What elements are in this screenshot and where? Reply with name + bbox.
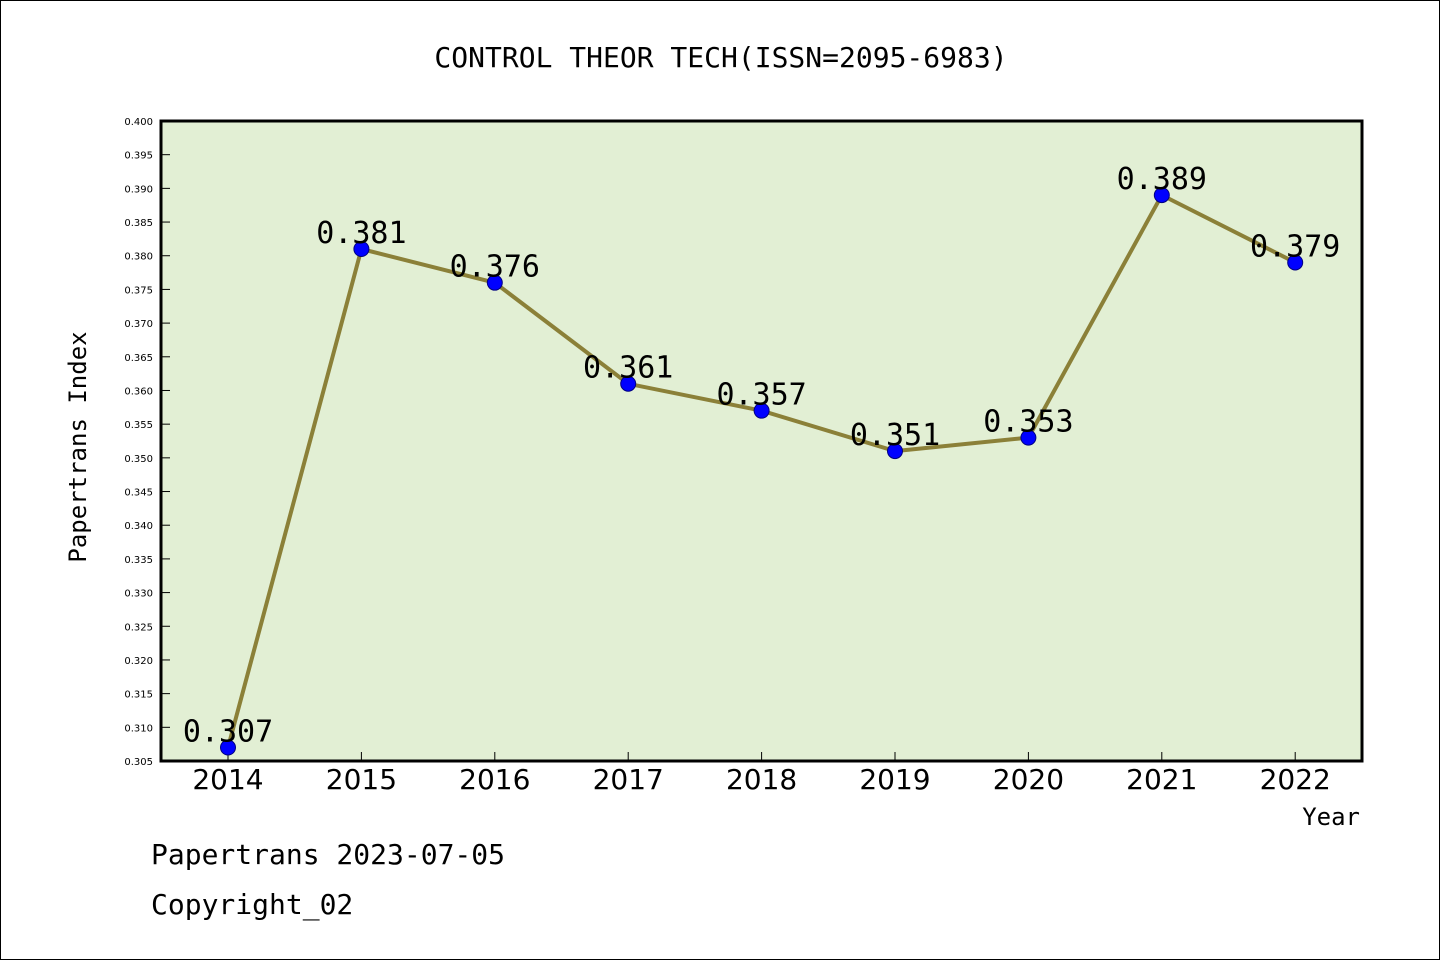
y-tick-label: 0.325 (124, 622, 153, 633)
data-points (220, 187, 1304, 756)
x-tick-label: 2017 (593, 763, 664, 796)
x-axis-title: Year (1302, 803, 1360, 831)
y-tick-label: 0.360 (124, 386, 153, 397)
x-tick-label: 2016 (459, 763, 530, 796)
y-tick-label: 0.385 (124, 218, 153, 229)
y-tick-label: 0.305 (124, 757, 153, 768)
y-tick-label: 0.345 (124, 488, 153, 499)
data-label: 0.389 (1117, 162, 1207, 197)
data-point (220, 739, 236, 756)
data-label: 0.353 (983, 405, 1073, 440)
data-point (353, 241, 370, 257)
data-label: 0.379 (1250, 229, 1340, 264)
data-label: 0.357 (716, 378, 806, 413)
y-tick-label: 0.320 (124, 656, 153, 667)
data-labels: 0.307 0.381 0.376 0.361 0.357 0.351 0.353 0.389… (183, 162, 1341, 749)
footer-copyright: Copyright_02 (151, 888, 353, 922)
data-point (887, 443, 903, 460)
data-point (486, 274, 503, 291)
y-tick-label: 0.335 (124, 555, 153, 566)
data-label: 0.361 (583, 351, 673, 386)
y-tick-label: 0.365 (124, 353, 153, 364)
data-point (620, 375, 637, 392)
x-tick-label: 2019 (859, 763, 930, 796)
x-tick-label: 2022 (1260, 763, 1331, 796)
y-tick-label: 0.330 (124, 589, 153, 600)
chart-title: CONTROL THEOR TECH(ISSN=2095-6983) (434, 41, 1007, 74)
data-point (1287, 254, 1304, 271)
x-axis: 2014 2015 2016 2017 2018 2019 2020 2021 2022 (192, 752, 1331, 796)
y-tick-label: 0.310 (124, 723, 153, 734)
x-tick-label: 2014 (192, 763, 263, 796)
footer-date: Papertrans 2023-07-05 (151, 838, 505, 871)
y-tick-label: 0.380 (124, 252, 153, 263)
y-tick-label: 0.315 (124, 690, 153, 701)
y-tick-label: 0.375 (124, 285, 153, 296)
y-tick-label: 0.370 (124, 319, 153, 330)
data-point (753, 402, 770, 419)
data-label: 0.351 (850, 418, 940, 453)
y-tick-label: 0.350 (124, 454, 153, 465)
y-tick-label: 0.390 (124, 184, 153, 195)
data-label: 0.376 (450, 250, 540, 285)
x-tick-label: 2015 (326, 763, 397, 796)
y-tick-label: 0.355 (124, 420, 153, 431)
x-tick-label: 2020 (993, 763, 1064, 796)
x-tick-label: 2021 (1126, 763, 1197, 796)
x-tick-label: 2018 (726, 763, 797, 796)
y-tick-label: 0.400 (124, 117, 153, 128)
data-label: 0.307 (183, 715, 273, 750)
y-axis: 0.305 0.310 0.315 0.320 0.325 0.330 0.335 0.340… (124, 117, 170, 768)
y-tick-label: 0.340 (124, 521, 153, 532)
data-point (1153, 187, 1170, 204)
y-axis-title: Papertrans Index (64, 331, 92, 562)
plot-area (159, 119, 1364, 763)
data-label: 0.381 (316, 216, 406, 251)
data-point (1020, 429, 1037, 446)
y-tick-label: 0.395 (124, 151, 153, 162)
